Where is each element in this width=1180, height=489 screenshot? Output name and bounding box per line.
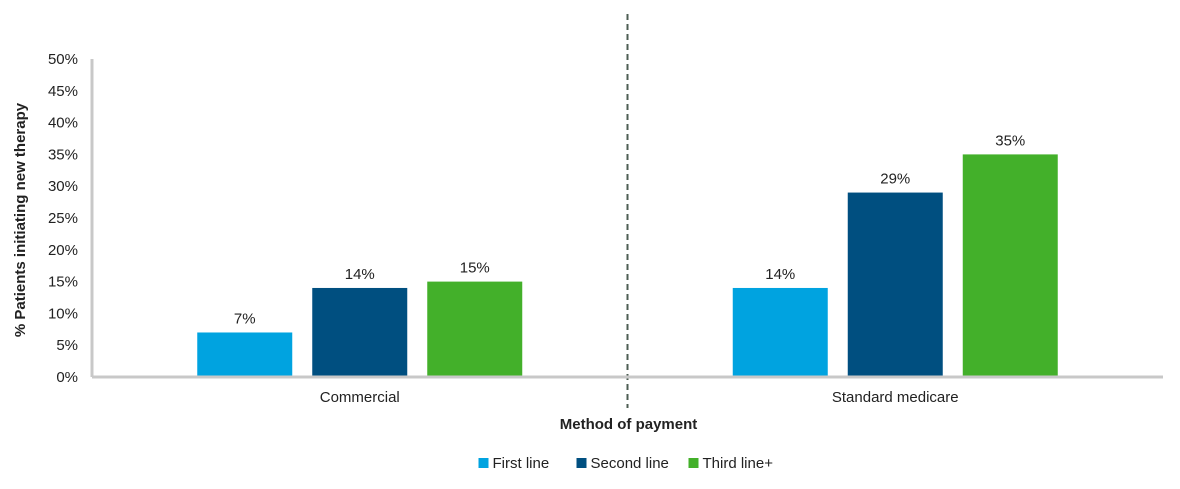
data-label: 14%: [765, 266, 795, 283]
bar: [847, 192, 943, 377]
bar: [312, 287, 408, 377]
legend-swatch: [576, 458, 587, 468]
bar: [427, 281, 523, 377]
y-tick-label: 20%: [48, 242, 78, 259]
x-category-label: Commercial: [320, 389, 400, 406]
data-label: 7%: [234, 310, 256, 327]
x-axis-title: Method of payment: [560, 416, 698, 433]
legend-label: Third line+: [703, 455, 774, 472]
data-label: 14%: [345, 266, 375, 283]
data-label: 15%: [460, 260, 490, 277]
y-tick-label: 35%: [48, 146, 78, 163]
bar: [197, 332, 293, 377]
y-axis-title: % Patients initiating new therapy: [12, 102, 29, 337]
y-tick-label: 5%: [56, 337, 78, 354]
legend: First line Second line Third line+: [478, 455, 774, 472]
legend-swatch: [478, 458, 489, 468]
x-category-label: Standard medicare: [832, 389, 959, 406]
legend-label: Second line: [591, 455, 669, 472]
legend-label: First line: [493, 455, 550, 472]
data-label: 35%: [995, 132, 1025, 149]
data-label: 29%: [880, 171, 910, 188]
x-axis-category-labels: Commercial Standard medicare: [320, 389, 959, 406]
y-tick-label: 25%: [48, 210, 78, 227]
y-tick-label: 15%: [48, 274, 78, 291]
y-tick-label: 0%: [56, 369, 78, 386]
data-labels: 7% 14% 15% 14% 29% 35%: [234, 132, 1025, 327]
y-axis-ticks: 0% 5% 10% 15% 20% 25% 30% 35% 40% 45% 50%: [48, 51, 94, 386]
y-tick-label: 45%: [48, 83, 78, 100]
bar: [962, 154, 1058, 377]
bars: [197, 154, 1058, 377]
y-tick-label: 50%: [48, 51, 78, 68]
y-tick-label: 40%: [48, 115, 78, 132]
legend-swatch: [688, 458, 699, 468]
bar: [732, 287, 828, 377]
y-tick-label: 10%: [48, 305, 78, 322]
y-tick-label: 30%: [48, 178, 78, 195]
